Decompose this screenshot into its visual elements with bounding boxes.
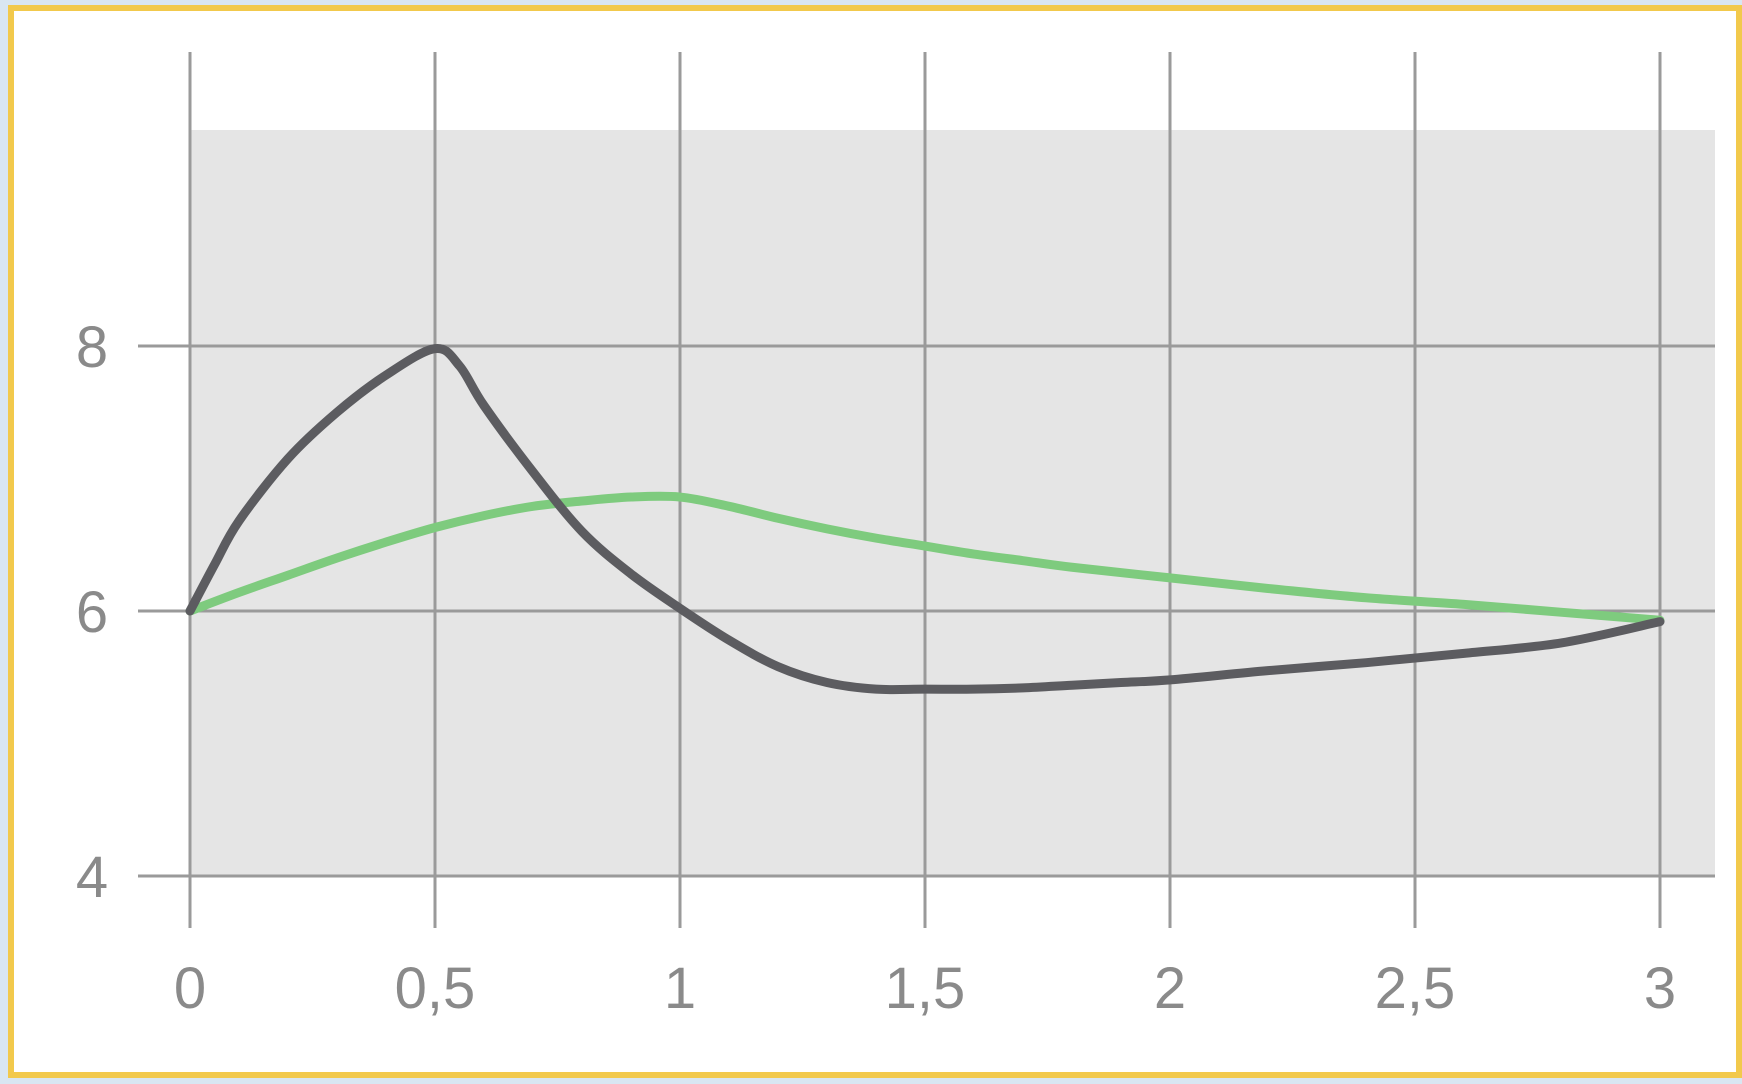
y-tick-labels: 4 6 8 — [76, 315, 108, 910]
horizontal-gridlines — [138, 344, 1715, 878]
x-tick-label: 3 — [1644, 956, 1676, 1021]
x-tick-label: 1,5 — [885, 956, 966, 1021]
y-tick-label: 8 — [76, 315, 108, 380]
series-line-green — [185, 491, 1665, 625]
x-tick-label: 2 — [1154, 956, 1186, 1021]
vertical-gridlines — [188, 52, 1662, 928]
x-tick-label: 2,5 — [1375, 956, 1456, 1021]
series-lines — [185, 344, 1665, 695]
y-tick-label: 4 — [76, 845, 108, 910]
x-tick-label: 1 — [664, 956, 696, 1021]
y-tick-label: 6 — [76, 580, 108, 645]
plot-background — [190, 130, 1715, 876]
x-tick-labels: 0 0,5 1 1,5 2 2,5 3 — [174, 956, 1676, 1021]
series-line-dark — [185, 344, 1665, 695]
x-tick-label: 0,5 — [395, 956, 476, 1021]
x-tick-label: 0 — [174, 956, 206, 1021]
